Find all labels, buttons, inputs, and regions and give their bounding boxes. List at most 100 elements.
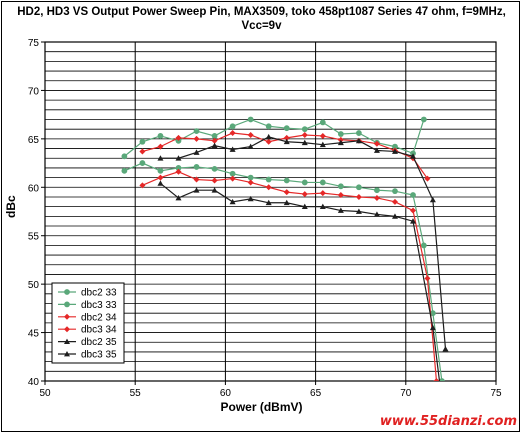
data-point-dbc3-35 bbox=[391, 213, 398, 219]
legend-label-dbc2-34: dbc2 34 bbox=[81, 312, 117, 323]
legend-swatch-marker-dbc2-35 bbox=[64, 338, 70, 344]
data-point-dbc3-33 bbox=[438, 378, 445, 381]
data-point-dbc3-35 bbox=[355, 208, 362, 214]
data-point-dbc3-34 bbox=[193, 176, 200, 183]
data-point-dbc2-35 bbox=[193, 149, 200, 155]
data-point-dbc2-35 bbox=[391, 148, 398, 154]
data-point-dbc2-33 bbox=[193, 128, 200, 135]
series-dbc3-34 bbox=[139, 168, 440, 381]
data-point-dbc3-35 bbox=[301, 203, 308, 210]
data-point-dbc2-34 bbox=[265, 138, 272, 145]
data-point-dbc3-34 bbox=[355, 193, 362, 200]
data-point-dbc2-35 bbox=[355, 137, 362, 144]
data-point-dbc2-35 bbox=[429, 196, 436, 203]
data-point-dbc3-34 bbox=[373, 194, 380, 201]
data-point-dbc3-34 bbox=[175, 168, 182, 175]
y-tick-label: 40 bbox=[28, 377, 40, 388]
legend-swatch-marker-dbc2-34 bbox=[64, 313, 70, 320]
data-point-dbc3-34 bbox=[283, 189, 290, 196]
data-point-dbc2-35 bbox=[283, 138, 290, 145]
data-point-dbc3-33 bbox=[392, 188, 398, 195]
data-point-dbc3-35 bbox=[373, 211, 380, 217]
data-point-dbc2-34 bbox=[319, 132, 326, 139]
data-point-dbc3-33 bbox=[301, 179, 308, 186]
data-point-dbc3-33 bbox=[337, 183, 344, 190]
data-point-dbc2-34 bbox=[301, 131, 308, 138]
data-point-dbc3-33 bbox=[229, 170, 236, 177]
data-point-dbc2-34 bbox=[424, 175, 431, 182]
data-point-dbc2-33 bbox=[211, 133, 218, 139]
y-tick-label: 55 bbox=[28, 232, 40, 243]
data-point-dbc2-35 bbox=[442, 346, 449, 352]
data-point-dbc3-33 bbox=[283, 177, 290, 184]
data-point-dbc2-35 bbox=[211, 142, 218, 149]
data-point-dbc3-33 bbox=[157, 167, 164, 174]
data-point-dbc2-35 bbox=[229, 146, 236, 152]
data-point-dbc2-33 bbox=[337, 131, 344, 137]
y-tick-label: 75 bbox=[28, 38, 40, 49]
data-point-dbc3-34 bbox=[139, 182, 146, 189]
data-point-dbc2-35 bbox=[157, 155, 164, 161]
y-axis-label: dBc bbox=[4, 195, 18, 218]
x-tick-label: 60 bbox=[220, 388, 232, 399]
data-point-dbc2-33 bbox=[319, 119, 326, 126]
data-point-dbc2-34 bbox=[247, 131, 254, 138]
data-point-dbc3-35 bbox=[265, 199, 272, 206]
y-tick-label: 45 bbox=[28, 329, 40, 340]
legend-swatch-marker-dbc3-35 bbox=[64, 351, 70, 357]
data-point-dbc2-33 bbox=[301, 126, 308, 133]
series-line-dbc3-33 bbox=[124, 162, 443, 381]
data-point-dbc2-35 bbox=[301, 139, 308, 146]
y-tick-label: 50 bbox=[28, 280, 40, 291]
data-point-dbc3-33 bbox=[193, 164, 200, 170]
data-point-dbc3-35 bbox=[175, 194, 182, 201]
data-point-dbc3-35 bbox=[247, 195, 254, 202]
data-point-dbc3-33 bbox=[121, 167, 128, 174]
data-point-dbc2-33 bbox=[355, 130, 362, 136]
data-point-dbc3-34 bbox=[265, 184, 272, 191]
data-point-dbc2-35 bbox=[410, 153, 417, 159]
data-point-dbc3-35 bbox=[429, 324, 436, 331]
data-point-dbc3-33 bbox=[355, 184, 362, 191]
data-point-dbc3-35 bbox=[283, 199, 290, 206]
data-point-dbc2-35 bbox=[319, 141, 326, 148]
watermark-text: www.55dianzi.com bbox=[379, 414, 517, 429]
data-point-dbc3-35 bbox=[229, 198, 236, 205]
data-point-dbc3-34 bbox=[157, 174, 164, 181]
plot-border bbox=[44, 41, 497, 382]
data-point-dbc2-34 bbox=[373, 140, 380, 147]
data-point-dbc2-34 bbox=[229, 130, 236, 137]
data-point-dbc2-35 bbox=[265, 133, 272, 140]
data-point-dbc3-33 bbox=[247, 174, 254, 181]
axes bbox=[41, 41, 497, 385]
data-point-dbc3-34 bbox=[391, 198, 398, 205]
legend-label-dbc3-33: dbc3 33 bbox=[81, 300, 117, 311]
data-point-dbc3-34 bbox=[424, 275, 431, 282]
x-tick-label: 70 bbox=[400, 388, 412, 399]
series-line-dbc3-34 bbox=[142, 171, 438, 381]
data-point-dbc2-33 bbox=[247, 116, 254, 123]
data-point-dbc2-35 bbox=[373, 147, 380, 153]
data-point-dbc2-34 bbox=[157, 143, 164, 150]
data-point-dbc3-34 bbox=[337, 192, 344, 199]
data-point-dbc2-33 bbox=[139, 138, 146, 145]
legend-box bbox=[51, 282, 125, 364]
x-axis-label: Power (dBmV) bbox=[220, 400, 303, 414]
tick-labels: 50 55 60 65 70 75 40 45 50 55 60 65 70 75 bbox=[28, 38, 502, 399]
data-point-dbc3-35 bbox=[337, 207, 344, 213]
data-point-dbc2-35 bbox=[337, 139, 344, 146]
y-tick-label: 65 bbox=[28, 135, 40, 146]
data-point-dbc3-33 bbox=[420, 242, 427, 249]
series-dbc2-35 bbox=[157, 133, 449, 352]
y-tick-label: 60 bbox=[28, 183, 40, 194]
legend-swatch-marker-dbc3-33 bbox=[64, 301, 70, 308]
data-point-dbc2-33 bbox=[420, 116, 427, 123]
data-point-dbc2-33 bbox=[265, 123, 272, 130]
chart-title-line-2: Vcc=9v bbox=[241, 20, 282, 32]
data-point-dbc3-34 bbox=[410, 207, 417, 214]
data-point-dbc2-34 bbox=[139, 148, 146, 155]
data-point-dbc3-33 bbox=[319, 179, 326, 186]
data-point-dbc2-33 bbox=[229, 123, 236, 130]
data-point-dbc3-35 bbox=[410, 218, 417, 224]
